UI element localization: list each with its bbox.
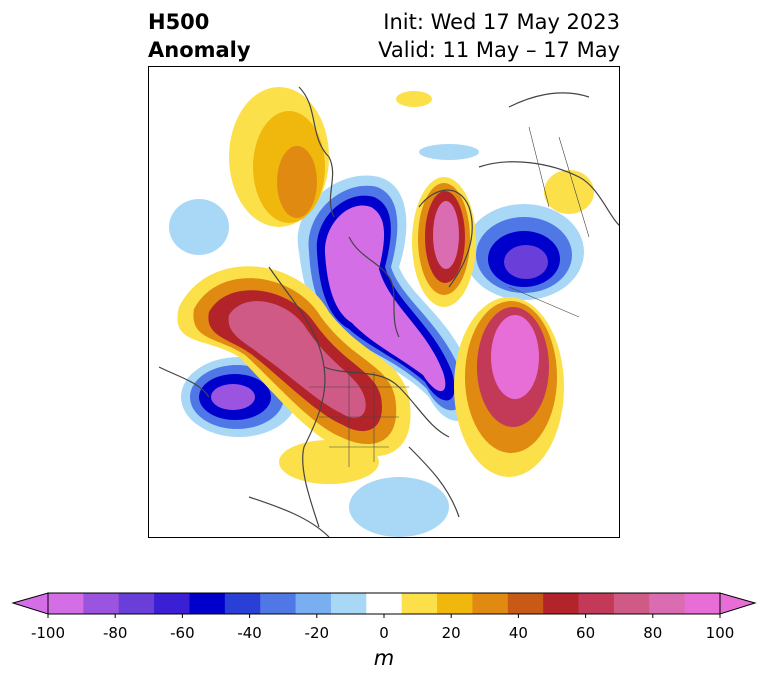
positive-anomaly-north-patch bbox=[396, 91, 432, 107]
negative-anomaly-north-patch bbox=[419, 144, 479, 160]
colorbar-segments bbox=[47, 592, 721, 615]
colorbar-segment bbox=[684, 593, 721, 614]
colorbar-tick-label: -100 bbox=[30, 624, 66, 642]
colorbar bbox=[11, 592, 757, 618]
colorbar-tick-label: 40 bbox=[508, 624, 528, 642]
title-left: H500 Anomaly bbox=[148, 8, 251, 64]
positive-anomaly-siberia-patch bbox=[544, 170, 594, 214]
colorbar-tick-label: -20 bbox=[304, 624, 330, 642]
positive-anomaly-south-patch bbox=[279, 440, 379, 484]
colorbar-segment bbox=[48, 593, 84, 614]
colorbar-tick-label: 100 bbox=[705, 624, 735, 642]
negative-anomaly-south-patch bbox=[349, 477, 449, 537]
colorbar-tick-label: 0 bbox=[379, 624, 389, 642]
colorbar-under-arrow bbox=[11, 592, 49, 615]
colorbar-segment bbox=[578, 593, 615, 614]
colorbar-segment bbox=[295, 593, 332, 614]
positive-anomaly-greenland bbox=[412, 177, 476, 307]
colorbar-unit-label: m bbox=[373, 646, 395, 670]
colorbar-over-arrow bbox=[719, 592, 757, 615]
colorbar-segment bbox=[330, 593, 367, 614]
title-field-name: H500 bbox=[148, 10, 210, 34]
colorbar-segment bbox=[401, 593, 438, 614]
map-panel bbox=[148, 66, 620, 538]
colorbar-segment bbox=[189, 593, 226, 614]
title-right: Init: Wed 17 May 2023 Valid: 11 May – 17… bbox=[378, 8, 620, 64]
title-anomaly: Anomaly bbox=[148, 38, 251, 62]
colorbar-ticks bbox=[47, 614, 721, 618]
colorbar-segment bbox=[154, 593, 190, 614]
colorbar-segment bbox=[507, 593, 544, 614]
colorbar-tick-label: 20 bbox=[441, 624, 461, 642]
negative-anomaly-west-patch bbox=[169, 199, 229, 255]
colorbar-segment bbox=[224, 593, 261, 614]
anomaly-map bbox=[158, 86, 619, 537]
colorbar-segment bbox=[649, 593, 686, 614]
colorbar-segment bbox=[118, 593, 155, 614]
positive-anomaly-northwest bbox=[229, 87, 329, 227]
colorbar-segment bbox=[613, 593, 650, 614]
positive-anomaly-west bbox=[177, 266, 411, 457]
political-borders bbox=[309, 126, 590, 467]
colorbar-segment bbox=[472, 593, 509, 614]
colorbar-tick-label: -40 bbox=[237, 624, 262, 642]
colorbar-segment bbox=[366, 593, 403, 614]
negative-anomaly-northeast bbox=[464, 204, 584, 300]
colorbar-tick-label: 80 bbox=[643, 624, 663, 642]
colorbar-segment bbox=[437, 593, 473, 614]
colorbar-tick-label: -60 bbox=[170, 624, 195, 642]
title-init-date: Init: Wed 17 May 2023 bbox=[383, 10, 620, 34]
title-valid-range: Valid: 11 May – 17 May bbox=[378, 38, 620, 62]
colorbar-segment bbox=[543, 593, 580, 614]
coastlines bbox=[158, 86, 619, 537]
positive-anomaly-atlantic bbox=[454, 297, 564, 477]
colorbar-segment bbox=[83, 593, 120, 614]
negative-anomaly-central bbox=[297, 175, 475, 421]
colorbar-tick-label: 60 bbox=[576, 624, 596, 642]
colorbar-segment bbox=[260, 593, 297, 614]
colorbar-tick-label: -80 bbox=[102, 624, 128, 642]
